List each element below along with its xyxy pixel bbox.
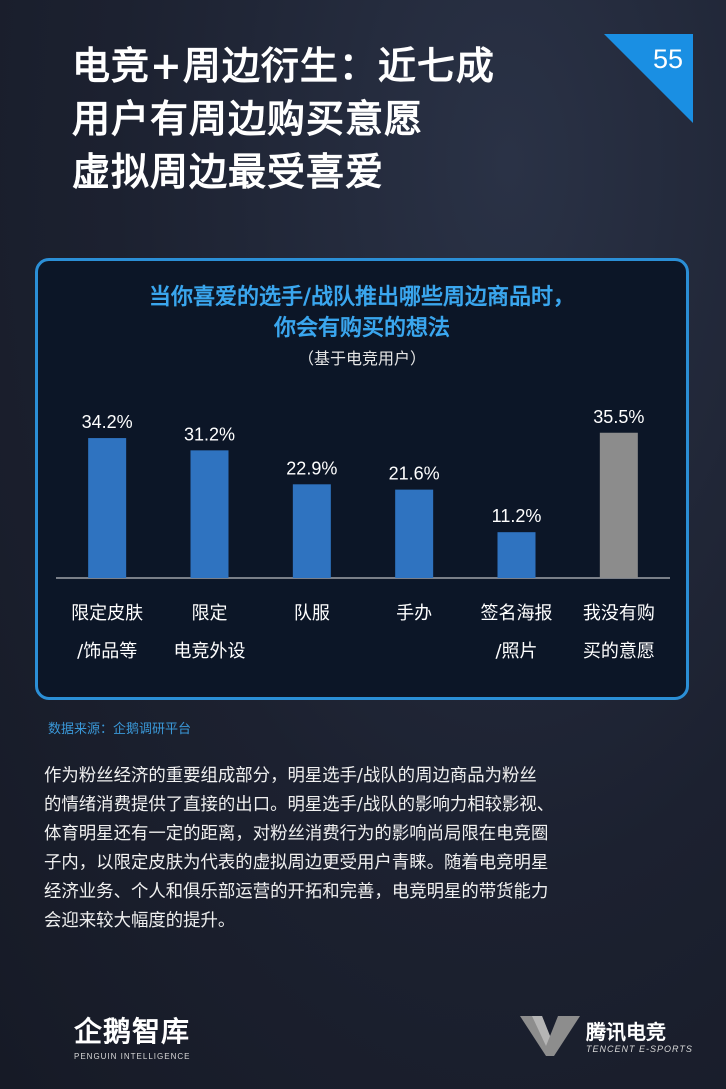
category-label: 队服	[294, 603, 330, 624]
bar	[190, 450, 229, 578]
category-label: /饰品等	[77, 641, 137, 662]
bar	[599, 432, 638, 578]
chart-panel: 当你喜爱的选手/战队推出哪些周边商品时， 你会有购买的想法 （基于电竞用户） 3…	[35, 258, 689, 700]
body-line: 体育明星还有一定的距离，对粉丝消费行为的影响尚局限在电竞圈	[44, 824, 549, 844]
body-line: 作为粉丝经济的重要组成部分，明星选手/战队的周边商品为粉丝	[44, 766, 537, 786]
category-label: 手办	[396, 603, 432, 624]
body-line: 会迎来较大幅度的提升。	[44, 911, 236, 931]
chart-title-line: 当你喜爱的选手/战队推出哪些周边商品时，	[148, 285, 576, 310]
category-label: 限定	[192, 603, 228, 624]
bar	[395, 489, 434, 578]
logo-subtitle: TENCENT E-SPORTS	[586, 1044, 693, 1054]
chart-title-line: 你会有购买的想法	[273, 316, 450, 341]
category-label: 买的意愿	[583, 641, 655, 662]
category-label: 电竞外设	[174, 641, 246, 662]
data-label: 34.2%	[82, 412, 133, 432]
tencent-esports-logo: 腾讯电竞 TENCENT E-SPORTS	[520, 1012, 693, 1062]
logo-brand: 腾讯电竞	[586, 1020, 666, 1044]
v-emblem-icon	[520, 1016, 580, 1056]
body-line: 子内，以限定皮肤为代表的虚拟周边更受用户青睐。随着电竞明星	[44, 853, 549, 873]
data-label: 31.2%	[184, 424, 235, 444]
bar	[497, 532, 536, 578]
corner-triangle-icon	[604, 34, 693, 123]
page-number: 55	[652, 44, 683, 74]
chart-title: 当你喜爱的选手/战队推出哪些周边商品时， 你会有购买的想法	[38, 282, 686, 344]
category-label: 限定皮肤	[71, 603, 143, 624]
body-line: 经济业务、个人和俱乐部运营的开拓和完善，电竞明星的带货能力	[44, 882, 549, 902]
bar	[292, 484, 331, 578]
bar	[88, 438, 127, 578]
page-number-badge: 55	[604, 34, 693, 123]
logo-subtitle: PENGUIN INTELLIGENCE	[74, 1052, 191, 1061]
logo-brand: 企鹅智库	[74, 1015, 191, 1048]
title-line: 用户有周边购买意愿	[72, 97, 424, 141]
data-label: 11.2%	[492, 506, 542, 526]
page-title: 电竞+周边衍生：近七成 用户有周边购买意愿 虚拟周边最受喜爱	[72, 40, 495, 199]
body-line: 的情绪消费提供了直接的出口。明星选手/战队的影响力相较影视、	[44, 795, 555, 815]
data-label: 22.9%	[286, 458, 337, 478]
penguin-intelligence-logo: 企鹅智库 PENGUIN INTELLIGENCE	[74, 1010, 204, 1066]
title-line: 虚拟周边最受喜爱	[72, 150, 385, 194]
data-label: 21.6%	[389, 464, 440, 484]
title-line: 电竞+周边衍生：近七成	[72, 44, 495, 88]
body-paragraph: 作为粉丝经济的重要组成部分，明星选手/战队的周边商品为粉丝 的情绪消费提供了直接…	[44, 762, 704, 936]
chart-subtitle: （基于电竞用户）	[297, 349, 426, 368]
data-source: 数据来源：企鹅调研平台	[48, 722, 192, 737]
data-label: 35.5%	[593, 407, 644, 427]
category-label: /照片	[495, 641, 537, 662]
category-label: 我没有购	[583, 603, 655, 624]
category-label: 签名海报	[481, 603, 553, 624]
